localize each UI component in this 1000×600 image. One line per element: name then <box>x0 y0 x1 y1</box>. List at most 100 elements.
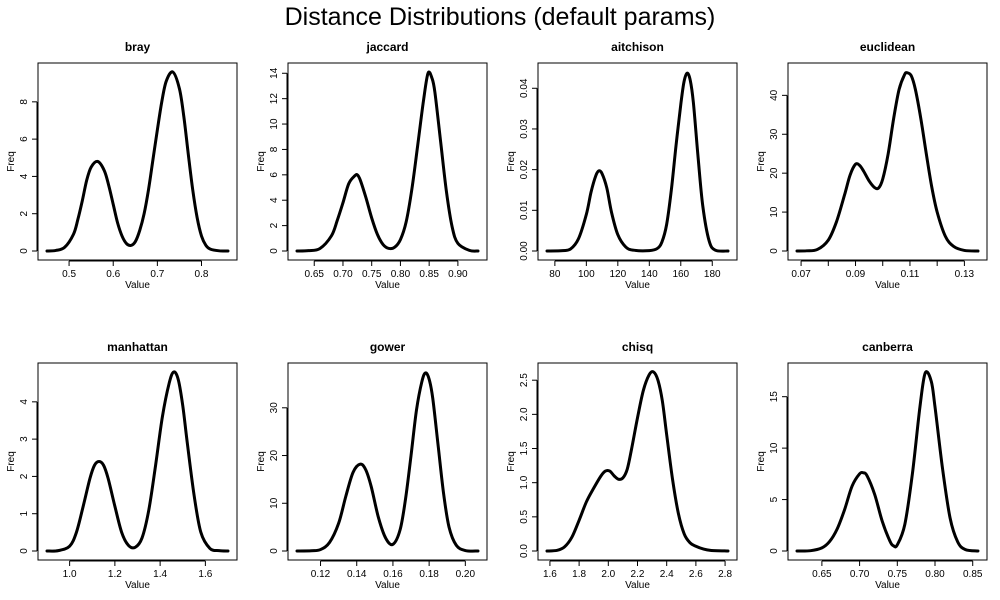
y-tick-label: 0 <box>769 248 780 254</box>
panel-title: aitchison <box>611 40 664 54</box>
y-axis-label: Freq <box>506 151 517 172</box>
figure-title: Distance Distributions (default params) <box>284 3 716 31</box>
y-tick-label: 20 <box>769 167 780 179</box>
y-tick-label: 30 <box>769 128 780 140</box>
panel-aitchison: aitchison 80 100 120 140 160 180 0.00 0.01 0.02 0.… <box>506 40 738 291</box>
x-tick-label: 0.75 <box>362 269 382 280</box>
x-tick-label: 0.13 <box>955 269 975 280</box>
x-tick-label: 100 <box>578 269 595 280</box>
x-axis-label: Value <box>375 580 400 591</box>
y-tick-label: 0.04 <box>519 78 530 98</box>
y-axis-label: Freq <box>756 151 767 172</box>
y-axis-label: Freq <box>756 451 767 472</box>
plot-frame <box>37 362 238 561</box>
x-tick-label: 1.4 <box>153 569 167 580</box>
y-tick-label: 0.02 <box>519 159 530 179</box>
panel-chisq: chisq 1.6 1.8 2.0 2.2 2.4 2.6 2.8 0.0 0.5 1.0 1.5 2.… <box>506 340 738 591</box>
y-tick-label: 14 <box>269 67 280 79</box>
y-tick-label: 8 <box>269 146 280 152</box>
y-tick-label: 0.00 <box>519 241 530 261</box>
y-tick-label: 5 <box>769 496 780 502</box>
panel-title: gower <box>370 340 406 354</box>
x-tick-label: 0.80 <box>391 269 411 280</box>
x-tick-label: 0.65 <box>305 269 325 280</box>
x-tick-label: 0.6 <box>106 269 120 280</box>
panel-title: jaccard <box>365 40 408 54</box>
density-curve <box>45 70 230 253</box>
y-tick-label: 0.03 <box>519 119 530 139</box>
panel-title: chisq <box>622 340 653 354</box>
y-tick-label: 2 <box>19 210 30 216</box>
x-tick-label: 1.6 <box>198 569 212 580</box>
y-tick-label: 15 <box>769 391 780 403</box>
x-axis-label: Value <box>875 280 900 291</box>
x-tick-label: 0.11 <box>901 269 920 280</box>
y-tick-label: 0 <box>769 548 780 554</box>
y-tick-label: 10 <box>769 206 780 218</box>
plot-frame <box>37 62 238 261</box>
y-tick-label: 2.0 <box>519 407 530 421</box>
density-curve <box>545 370 730 553</box>
plot-frame <box>787 62 988 261</box>
x-tick-label: 0.85 <box>419 269 439 280</box>
x-tick-label: 0.85 <box>963 569 983 580</box>
panel-jaccard: jaccard 0.65 0.70 0.75 0.80 0.85 0.90 0 2 4 6 8 10 12… <box>256 40 488 291</box>
y-axis-label: Freq <box>6 451 17 472</box>
panel-manhattan: manhattan 1.0 1.2 1.4 1.6 0 1 2 3 4 Value Freq <box>6 340 238 591</box>
plot-frame <box>537 362 738 561</box>
x-tick-label: 0.18 <box>419 569 439 580</box>
x-axis-label: Value <box>625 580 650 591</box>
plot-frame <box>537 62 738 261</box>
x-tick-label: 0.12 <box>311 569 331 580</box>
y-tick-label: 8 <box>19 99 30 105</box>
y-tick-label: 0.01 <box>519 200 530 220</box>
panel-bray: bray 0.5 0.6 0.7 0.8 0 2 4 6 8 Value Freq <box>6 40 238 291</box>
x-tick-label: 0.5 <box>62 269 76 280</box>
y-axis-label: Freq <box>256 451 267 472</box>
y-tick-label: 20 <box>269 450 280 462</box>
x-axis-label: Value <box>375 280 400 291</box>
y-tick-label: 4 <box>19 173 30 179</box>
x-tick-label: 0.90 <box>448 269 468 280</box>
y-tick-label: 0 <box>269 248 280 254</box>
y-tick-label: 6 <box>19 136 30 142</box>
plot-frame <box>787 362 988 561</box>
density-curve <box>295 70 480 253</box>
x-tick-label: 2.6 <box>689 569 703 580</box>
x-tick-label: 0.16 <box>383 569 403 580</box>
x-tick-label: 0.8 <box>195 269 209 280</box>
y-tick-label: 0 <box>19 248 30 254</box>
y-tick-label: 2 <box>269 222 280 228</box>
x-tick-label: 180 <box>704 269 721 280</box>
density-curve <box>545 71 730 253</box>
y-tick-label: 12 <box>269 93 280 105</box>
y-tick-label: 10 <box>269 497 280 509</box>
x-axis-label: Value <box>625 280 650 291</box>
x-tick-label: 0.70 <box>333 269 353 280</box>
y-tick-label: 0.0 <box>519 544 530 558</box>
density-curve <box>795 71 980 253</box>
x-tick-label: 2.2 <box>631 569 645 580</box>
x-tick-label: 0.7 <box>150 269 164 280</box>
panel-canberra: canberra 0.65 0.70 0.75 0.80 0.85 0 5 10 15 Value F… <box>756 340 988 591</box>
x-tick-label: 160 <box>672 269 689 280</box>
y-tick-label: 1 <box>19 510 30 516</box>
x-tick-label: 0.09 <box>846 269 866 280</box>
panel-title: euclidean <box>860 40 915 54</box>
x-tick-label: 140 <box>641 269 658 280</box>
y-tick-label: 1.0 <box>519 475 530 489</box>
y-tick-label: 6 <box>269 172 280 178</box>
x-tick-label: 2.0 <box>601 569 615 580</box>
y-axis-label: Freq <box>256 151 267 172</box>
panel-title: manhattan <box>107 340 168 354</box>
plot-frame <box>287 362 488 561</box>
y-axis-label: Freq <box>506 451 517 472</box>
x-tick-label: 80 <box>549 269 561 280</box>
panel-euclidean: euclidean 0.07 0.09 0.11 0.13 0 10 20 30 40 Value F… <box>756 40 988 291</box>
y-tick-label: 1.5 <box>519 441 530 455</box>
y-tick-label: 2.5 <box>519 373 530 387</box>
x-tick-label: 1.6 <box>543 569 557 580</box>
x-tick-label: 2.4 <box>660 569 674 580</box>
y-tick-label: 3 <box>19 436 30 442</box>
